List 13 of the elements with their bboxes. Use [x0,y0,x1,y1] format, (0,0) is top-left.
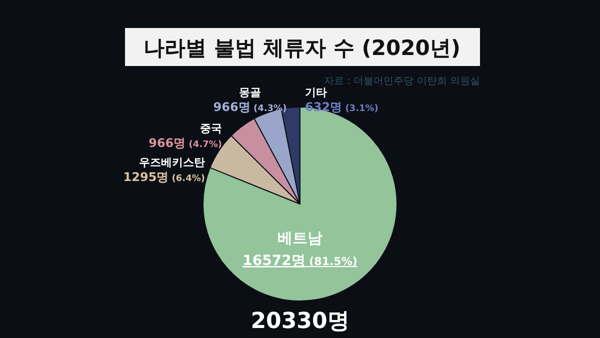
chart-title: 나라별 불법 체류자 수 (2020년) [144,36,460,60]
text: 자료 : 더불어민주당 이탄희 의원실 [324,76,480,87]
slice-label: 중국 [200,122,222,135]
slice-label: 몽골 [239,86,261,99]
data-label: 16572명 (81.5%) [242,253,358,269]
data-label: 1295명 (6.4%) [123,170,205,184]
text: 20330명 [250,309,350,334]
data-label: 966명 (4.3%) [213,100,287,114]
slice-label: 베트남 [278,229,322,247]
data-label: 632명 (3.1%) [305,100,378,114]
slice-label: 기타 [305,86,327,99]
data-label: 966명 (4.7%) [148,136,222,150]
slice-label: 우즈베키스탄 [139,156,205,169]
